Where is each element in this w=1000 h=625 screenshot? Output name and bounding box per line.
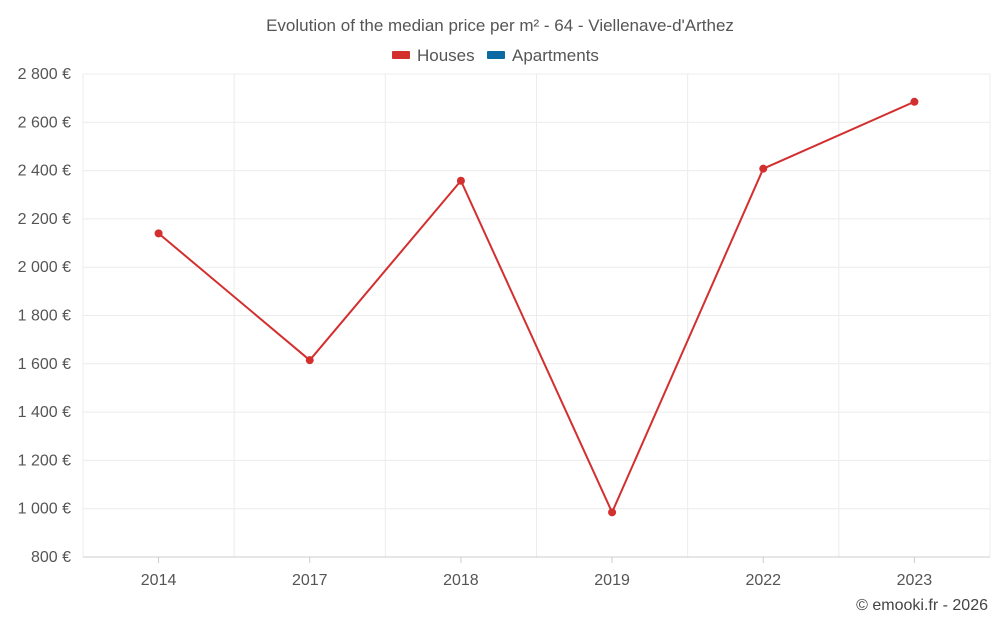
data-point-houses-2022[interactable]: 2022: 2408 [759,164,768,173]
x-tick-label: 2019 [594,572,630,589]
legend-swatch-houses [392,51,410,59]
legend-item-apartments[interactable]: Apartments [487,46,599,65]
legend: Houses Apartments [392,46,599,65]
y-tick-label: 2 000 € [18,259,71,276]
y-tick-label: 1 000 € [18,501,71,518]
y-tick-label: 800 € [31,549,71,566]
x-tick-label: 2014 [141,572,177,589]
data-point-houses-2023[interactable]: 2023: 2685 [910,97,919,106]
series-houses: 2014: 2140 2017: 1615 2018: 2358 2019: 985 2… [154,97,919,517]
legend-swatch-apartments [487,51,505,59]
data-point-houses-2018[interactable]: 2018: 2358 [456,176,465,185]
y-tick-label: 2 800 € [18,66,71,83]
data-point-houses-2019[interactable]: 2019: 985 [608,508,617,517]
y-tick-label: 1 600 € [18,356,71,373]
legend-item-houses[interactable]: Houses [392,46,475,65]
y-tick-label: 2 400 € [18,163,71,180]
data-point-houses-2014[interactable]: 2014: 2140 [154,229,163,238]
y-tick-label: 1 200 € [18,452,71,469]
y-tick-label: 2 200 € [18,211,71,228]
x-axis-ticks: 2014 2017 2018 2019 2022 2023 [141,557,933,589]
y-tick-label: 1 800 € [18,308,71,325]
data-point-houses-2017[interactable]: 2017: 1615 [305,356,314,365]
gridlines [82,73,991,557]
y-tick-label: 2 600 € [18,114,71,131]
x-tick-label: 2017 [292,572,328,589]
legend-label-apartments: Apartments [512,46,599,65]
x-tick-label: 2018 [443,572,479,589]
y-axis-ticks: 800 € 1 000 € 1 200 € 1 400 € 1 600 € 1 800 €… [18,66,71,566]
y-tick-label: 1 400 € [18,404,71,421]
footer-credit: © emooki.fr - 2026 [856,597,988,614]
chart-title: Evolution of the median price per m² - 6… [266,16,734,35]
series-line-houses [157,100,915,514]
legend-label-houses: Houses [417,46,475,65]
x-tick-label: 2022 [745,572,781,589]
x-tick-label: 2023 [897,572,933,589]
